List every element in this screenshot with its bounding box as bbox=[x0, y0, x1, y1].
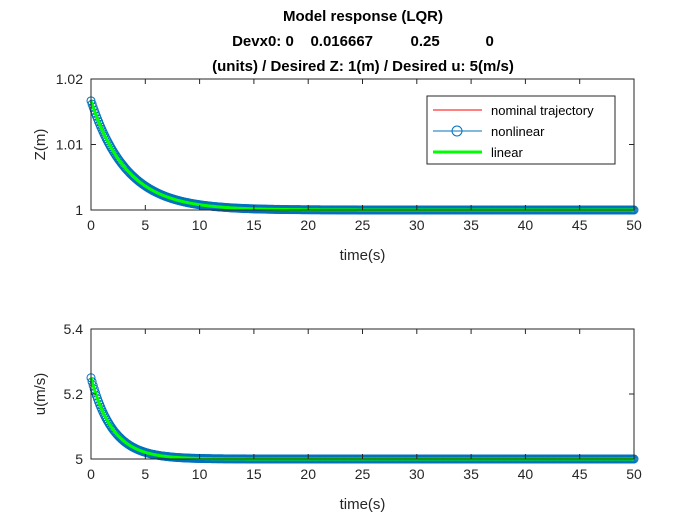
xtick-label-z-3: 15 bbox=[246, 217, 262, 233]
xtick-label-u-5: 25 bbox=[355, 466, 371, 482]
nonlinear-marker-z-24 bbox=[112, 152, 122, 162]
xlabel-z: time(s) bbox=[340, 247, 386, 264]
figure-title-line-3: (units) / Desired Z: 1(m) / Desired u: 5… bbox=[212, 58, 514, 75]
xtick-label-z-4: 20 bbox=[300, 217, 316, 233]
ytick-label-z-0: 1 bbox=[75, 202, 83, 218]
xtick-label-u-7: 35 bbox=[463, 466, 479, 482]
xtick-label-u-4: 20 bbox=[300, 466, 316, 482]
legend-label-nominal: nominal trajectory bbox=[491, 103, 594, 118]
ylabel-z: Z(m) bbox=[32, 129, 49, 161]
xtick-label-z-7: 35 bbox=[463, 217, 479, 233]
legend: nominal trajectory nonlinear linear bbox=[426, 95, 616, 165]
ytick-label-u-1: 5.2 bbox=[64, 386, 84, 402]
xtick-label-u-2: 10 bbox=[192, 466, 208, 482]
xtick-label-z-0: 0 bbox=[87, 217, 95, 233]
nonlinear-marker-z-25 bbox=[113, 154, 123, 164]
xtick-label-z-1: 5 bbox=[141, 217, 149, 233]
legend-label-linear: linear bbox=[491, 145, 523, 160]
figure-title-line-1: Model response (LQR) bbox=[283, 8, 443, 25]
xlabel-u: time(s) bbox=[340, 496, 386, 513]
xtick-label-z-9: 45 bbox=[572, 217, 588, 233]
xtick-label-z-8: 40 bbox=[518, 217, 534, 233]
plot-area-u bbox=[91, 329, 634, 459]
xtick-label-u-3: 15 bbox=[246, 466, 262, 482]
ytick-label-u-2: 5.4 bbox=[64, 321, 84, 337]
ylabel-u: u(m/s) bbox=[32, 373, 49, 416]
ytick-label-u-0: 5 bbox=[75, 451, 83, 467]
xtick-label-z-6: 30 bbox=[409, 217, 425, 233]
ytick-label-z-2: 1.02 bbox=[56, 71, 83, 87]
ytick-label-z-1: 1.01 bbox=[56, 137, 83, 153]
xtick-label-u-9: 45 bbox=[572, 466, 588, 482]
xtick-label-u-1: 5 bbox=[141, 466, 149, 482]
figure-title-line-2: Devx0: 0 0.016667 0.25 0 bbox=[232, 33, 494, 50]
nonlinear-marker-u-18 bbox=[106, 421, 116, 431]
xtick-label-z-5: 25 bbox=[355, 217, 371, 233]
xtick-label-u-0: 0 bbox=[87, 466, 95, 482]
xtick-label-u-8: 40 bbox=[518, 466, 534, 482]
xtick-label-u-6: 30 bbox=[409, 466, 425, 482]
xtick-label-u-10: 50 bbox=[626, 466, 642, 482]
legend-label-nonlinear: nonlinear bbox=[491, 124, 545, 139]
xtick-label-z-2: 10 bbox=[192, 217, 208, 233]
legend-marker-nonlinear bbox=[451, 125, 463, 137]
xtick-label-z-10: 50 bbox=[626, 217, 642, 233]
